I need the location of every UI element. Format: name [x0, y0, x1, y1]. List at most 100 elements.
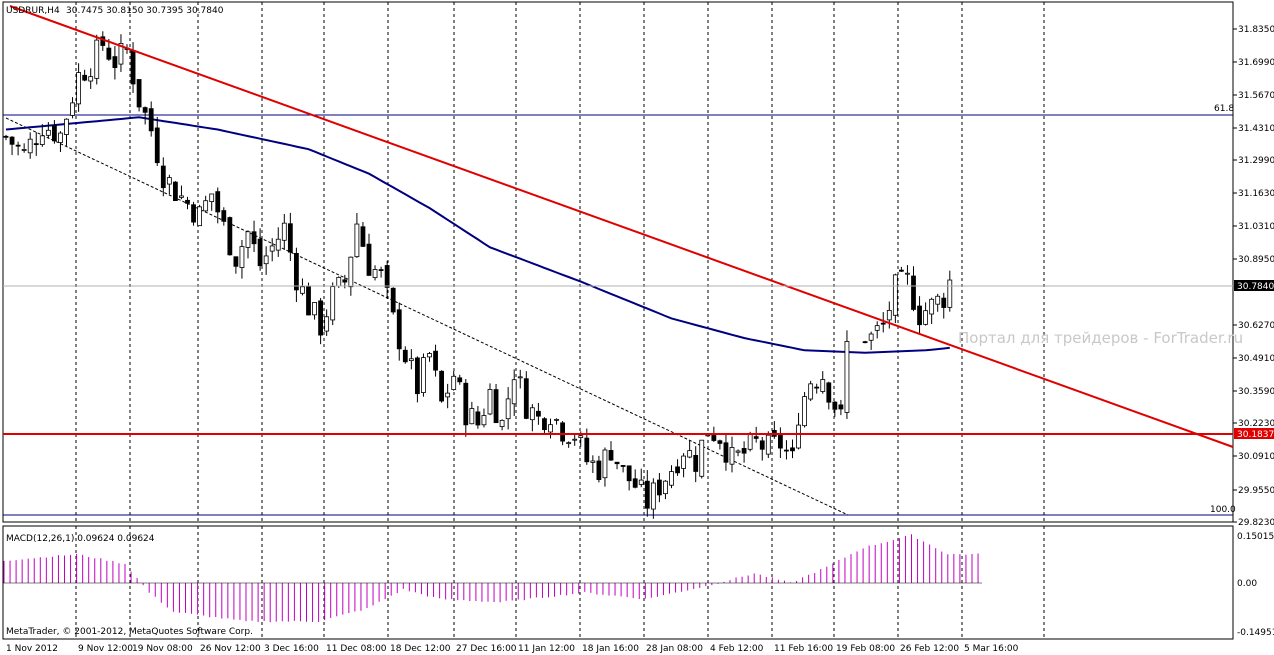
x-tick-label: 1 Nov 2012 [6, 644, 58, 654]
candle-body [263, 255, 269, 265]
candle-body [451, 375, 457, 390]
candle-body [112, 56, 118, 69]
x-tick-label: 11 Jan 12:00 [518, 644, 575, 654]
candle-body [9, 136, 15, 145]
candle-body [735, 450, 741, 453]
candle-body [917, 305, 922, 326]
candle-body [88, 76, 94, 82]
candle-body [517, 376, 523, 379]
y-tick-label: 30.0910 [1238, 452, 1274, 462]
candle-body [396, 309, 402, 350]
x-tick-label: 5 Mar 16:00 [964, 644, 1019, 654]
candle-body [844, 341, 850, 413]
dashed-trendline [5, 117, 849, 516]
x-tick-label: 28 Jan 08:00 [646, 644, 703, 654]
candle-body [644, 480, 650, 509]
candle-body [832, 401, 838, 410]
candle-body [76, 72, 81, 105]
candle-body [227, 217, 233, 256]
candle-body [64, 118, 69, 135]
candle-body [251, 231, 257, 245]
candle-body [342, 279, 348, 283]
candle-body [172, 181, 178, 202]
candle-body [197, 206, 203, 227]
candle-body [427, 353, 432, 358]
macd-label: MACD(12,26,1) 0.09624 0.09624 [6, 534, 155, 544]
candle-body [372, 269, 378, 278]
candle-body [154, 127, 160, 164]
candle-body [614, 461, 620, 465]
y-tick-label: 30.6270 [1238, 321, 1274, 331]
candle-body [475, 411, 481, 426]
candle-body [681, 455, 686, 469]
candle-body [880, 322, 886, 325]
candle-body [269, 245, 275, 252]
candle-body [366, 243, 372, 276]
candle-body [257, 238, 263, 267]
fib-100-label: 100.0 [1210, 505, 1236, 515]
x-tick-label: 4 Feb 12:00 [710, 644, 764, 654]
candle-body [209, 193, 215, 202]
current-price-label: 30.7840 [1237, 282, 1274, 292]
candle-body [360, 226, 366, 247]
support-price-label: 30.1837 [1237, 430, 1274, 440]
candle-body [39, 135, 45, 145]
candle-body [324, 316, 330, 332]
candle-body [239, 246, 245, 268]
candle-body [886, 310, 892, 321]
candle-body [560, 422, 565, 442]
candle-body [566, 442, 572, 445]
x-tick-label: 19 Feb 08:00 [836, 644, 895, 654]
x-tick-label: 27 Dec 16:00 [456, 644, 517, 654]
candle-body [941, 297, 947, 308]
macd-panel [2, 525, 1234, 640]
candle-body [554, 418, 559, 421]
candle-body [148, 108, 154, 132]
candle-body [52, 125, 57, 142]
y-tick-label: 31.4310 [1238, 124, 1274, 134]
candle-body [590, 460, 596, 463]
candle-body [536, 410, 541, 417]
macd-tick-top: 0.15015 [1237, 532, 1274, 542]
candle-body [384, 265, 390, 288]
price-panel [2, 1, 1234, 523]
y-tick-label: 30.8950 [1238, 255, 1274, 265]
red-trendline[interactable] [9, 5, 1234, 448]
x-tick-label: 18 Dec 12:00 [390, 644, 451, 654]
x-tick-label: 9 Nov 12:00 [78, 644, 133, 654]
candle-body [572, 438, 578, 441]
time-axis: 1 Nov 2012 9 Nov 12:00 19 Nov 08:00 26 Nov … [6, 644, 1019, 654]
ohlc-label: 30.7475 30.8150 30.7395 30.7840 [66, 6, 224, 16]
candle-body [626, 465, 632, 482]
candle-body [215, 191, 221, 213]
candle-body [663, 480, 668, 495]
candle-body [191, 204, 196, 223]
x-tick-label: 11 Dec 08:00 [326, 644, 387, 654]
candle-body [929, 298, 935, 315]
candle-body [511, 379, 517, 405]
candle-body [70, 102, 75, 116]
x-tick-label: 11 Feb 16:00 [774, 644, 833, 654]
candle-body [814, 386, 820, 389]
candle-body [899, 269, 904, 272]
candle-body [529, 407, 535, 421]
candle-body [33, 143, 39, 146]
candle-body [221, 210, 227, 222]
candle-body [499, 419, 505, 427]
candle-body [378, 269, 384, 271]
candle-body [802, 396, 807, 427]
candle-body [935, 295, 941, 305]
x-tick-label: 26 Feb 12:00 [900, 644, 959, 654]
candle-body [142, 107, 148, 113]
candle-body [433, 350, 438, 371]
candle-body [306, 286, 311, 316]
candle-body [778, 433, 783, 449]
candle-body [808, 383, 814, 400]
candle-body [505, 398, 511, 420]
candle-body [487, 389, 493, 415]
candle-body [166, 177, 172, 185]
candle-body [687, 450, 693, 458]
candle-body [523, 378, 529, 419]
watermark-text: Портал для трейдеров - ForTrader.ru [958, 329, 1243, 347]
